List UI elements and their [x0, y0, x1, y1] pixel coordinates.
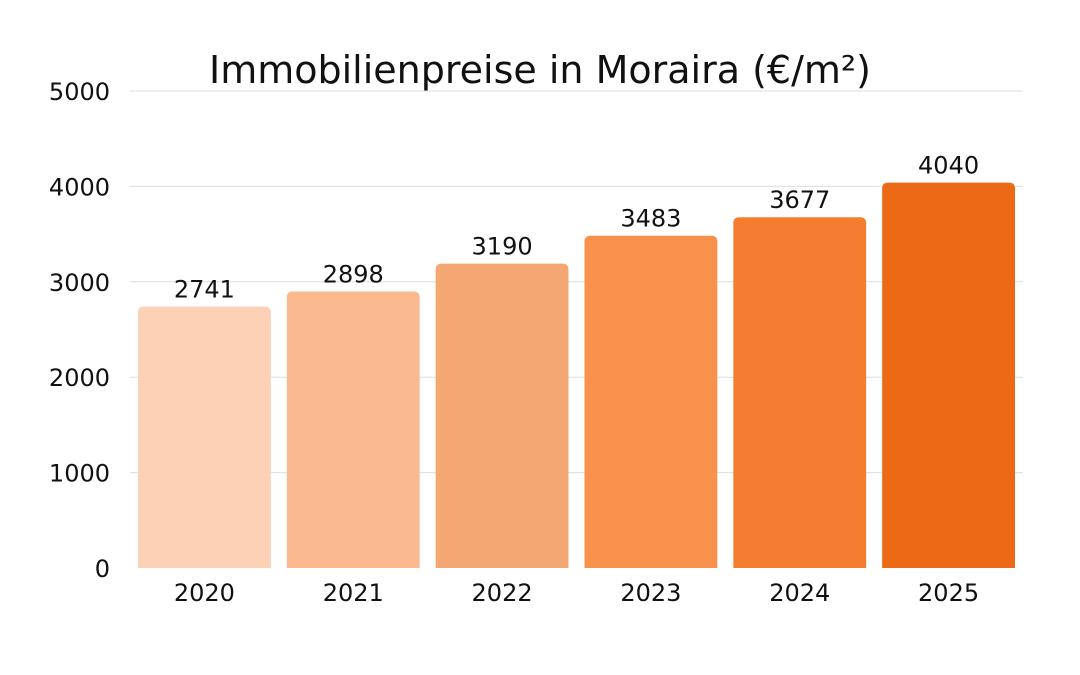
chart-title: Immobilienpreise in Moraira (€/m²)	[209, 48, 871, 92]
data-label-2020: 2741	[174, 276, 235, 304]
y-tick-label: 2000	[49, 364, 110, 392]
bar-2022	[435, 263, 569, 568]
y-tick-label: 0	[95, 555, 110, 583]
y-tick-label: 3000	[49, 269, 110, 297]
data-label-2025: 4040	[918, 152, 979, 180]
x-tick-label: 2020	[174, 579, 235, 607]
y-tick-label: 4000	[49, 173, 110, 201]
x-axis-tick-labels: 2020 2021 2022 2023 2024 2025	[174, 579, 979, 607]
bar-2020	[138, 306, 271, 568]
bar-2024	[733, 217, 867, 568]
bar-2025	[882, 182, 1015, 569]
x-tick-label: 2023	[620, 579, 681, 607]
data-label-2021: 2898	[323, 261, 384, 289]
data-label-2024: 3677	[769, 186, 830, 214]
gridlines	[130, 90, 1023, 474]
bar-2021	[286, 291, 420, 568]
data-label-2023: 3483	[620, 205, 681, 233]
y-tick-label: 5000	[49, 78, 110, 106]
y-tick-label: 1000	[49, 460, 110, 488]
data-labels: 2741 2898 3190 3483 3677 4040	[174, 152, 979, 304]
x-tick-label: 2024	[769, 579, 830, 607]
bar-2023	[584, 235, 718, 568]
x-tick-label: 2025	[918, 579, 979, 607]
x-tick-label: 2021	[323, 579, 384, 607]
bars	[138, 182, 1015, 569]
data-label-2022: 3190	[472, 233, 533, 261]
x-tick-label: 2022	[472, 579, 533, 607]
y-axis-tick-labels: 0 1000 2000 3000 4000 5000	[49, 78, 110, 583]
